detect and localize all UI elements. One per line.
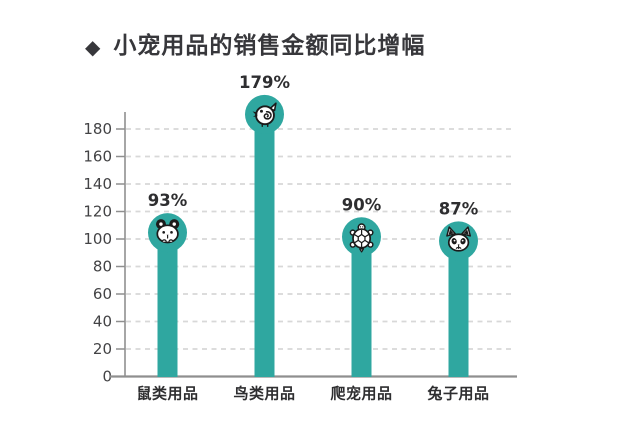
y-tick-label: 100 [83,230,112,248]
y-tick-label: 0 [102,368,112,386]
bar-group: 87% 兔子用品 [426,199,489,402]
value-label: 87% [439,199,479,218]
category-label: 兔子用品 [426,385,489,403]
y-tick-label: 80 [93,258,112,276]
y-tick-label: 40 [93,313,112,331]
mouse-icon [155,219,180,244]
bar [448,240,469,377]
y-tick-label: 140 [83,175,112,193]
category-label: 爬宠用品 [329,385,392,403]
chart-title-row: ◆ 小宠用品的销售金额同比增幅 [85,32,425,62]
value-label: 179% [239,73,290,92]
page-title: 小宠用品的销售金额同比增幅 [113,33,426,60]
y-tick-label: 180 [83,120,112,138]
bar-group: 93% 鼠类用品 [136,191,198,402]
rabbit-icon [446,226,472,252]
category-label: 鸟类用品 [233,385,295,403]
bird-icon [252,102,277,128]
category-label: 鼠类用品 [136,385,198,403]
bar [254,114,275,377]
bar-group: 90% 爬宠用品 [329,195,392,402]
bar [351,236,372,377]
turtle-icon [349,223,374,253]
y-tick-label: 60 [93,285,112,303]
y-tick-label: 20 [93,340,112,358]
value-label: 93% [148,191,188,210]
y-tick-label: 160 [83,148,112,166]
bar [157,232,178,377]
diamond-bullet-icon: ◆ [85,35,101,59]
bar-group: 179% 鸟类用品 [233,73,295,403]
y-tick-label: 120 [83,203,112,221]
value-label: 90% [342,195,382,214]
